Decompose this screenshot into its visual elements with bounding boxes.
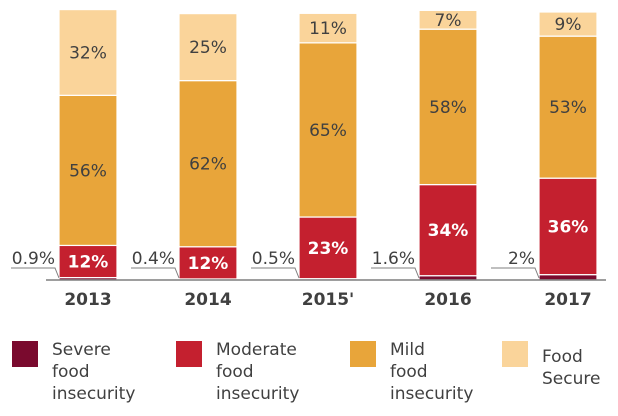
bar-segment-2017-s2 [538, 35, 598, 179]
legend-label-0-line1: food [52, 362, 90, 382]
legend-swatch-3 [502, 341, 528, 367]
bars-group [58, 8, 598, 281]
legend-swatch-1 [176, 341, 202, 367]
legend-label-2-line1: food [390, 362, 428, 382]
legend-label-0-line0: Severe [52, 340, 111, 360]
legend-label-1-line2: insecurity [216, 384, 299, 404]
data-label-2015-s3: 11% [309, 19, 347, 39]
leader-line-2015 [251, 267, 300, 279]
data-labels-group: 0.9% 12% 56% 32% 0.4% 12% 62% 25% 0.5% 23% 65% 11% 1… [11, 11, 589, 279]
data-label-2013-s1: 12% [68, 253, 109, 273]
data-label-2016-s0: 1.6% [372, 249, 415, 269]
x-tick-labels-group: 2013 2014 2015' 2016 2017 [64, 290, 591, 310]
bar-segment-2016-s1 [418, 183, 478, 277]
x-tick-label-2016: 2016 [424, 290, 471, 310]
bar-segment-2015-s1 [298, 216, 358, 280]
leader-line-2013 [11, 267, 60, 279]
data-label-2016-s2: 58% [429, 98, 467, 118]
legend: SeverefoodinsecurityModeratefoodinsecuri… [12, 340, 600, 404]
data-label-2017-s2: 53% [549, 98, 587, 118]
data-label-2017-s0: 2% [508, 249, 535, 269]
legend-label-3-line1: Secure [542, 369, 600, 389]
legend-label-1-line0: Moderate [216, 340, 297, 360]
data-label-2016-s1: 34% [428, 221, 469, 241]
legend-swatch-0 [12, 341, 38, 367]
leader-line-2017 [491, 267, 540, 279]
x-tick-label-2014: 2014 [184, 290, 231, 310]
legend-label-1-line1: food [216, 362, 254, 382]
bar-segment-2017-s1 [538, 177, 598, 276]
data-label-2013-s3: 32% [69, 43, 107, 63]
data-label-2014-s2: 62% [189, 155, 227, 175]
legend-swatch-2 [350, 341, 376, 367]
data-label-2016-s3: 7% [435, 11, 462, 31]
bar-segment-2015-s3 [298, 12, 358, 44]
bar-segment-2017-s3 [538, 11, 598, 37]
bar-segment-2016-s2 [418, 28, 478, 186]
legend-label-3-line0: Food [542, 347, 583, 367]
leader-line-2016 [371, 267, 420, 279]
bar-segment-2013-s2 [58, 94, 118, 247]
bar-segment-2015-s2 [298, 42, 358, 218]
data-label-2013-s2: 56% [69, 161, 107, 181]
bar-segment-2017-s0 [538, 274, 598, 281]
data-label-2014-s3: 25% [189, 38, 227, 58]
data-label-2015-s2: 65% [309, 121, 347, 141]
x-tick-label-2015: 2015' [302, 290, 355, 310]
data-label-2013-s0: 0.9% [12, 249, 55, 269]
x-tick-label-2013: 2013 [64, 290, 111, 310]
bar-segment-2014-s3 [178, 13, 238, 82]
legend-label-0-line2: insecurity [52, 384, 135, 404]
data-label-2014-s0: 0.4% [132, 249, 175, 269]
data-label-2017-s1: 36% [548, 217, 589, 237]
data-label-2015-s1: 23% [308, 239, 349, 259]
data-label-2015-s0: 0.5% [252, 249, 295, 269]
legend-label-2-line2: insecurity [390, 384, 473, 404]
bar-segment-2013-s3 [58, 8, 118, 96]
leader-line-2014 [131, 267, 180, 279]
data-label-2014-s1: 12% [188, 254, 229, 274]
data-label-2017-s3: 9% [555, 15, 582, 35]
bar-segment-2016-s3 [418, 9, 478, 30]
x-tick-label-2017: 2017 [544, 290, 591, 310]
legend-label-2-line0: Mild [390, 340, 425, 360]
